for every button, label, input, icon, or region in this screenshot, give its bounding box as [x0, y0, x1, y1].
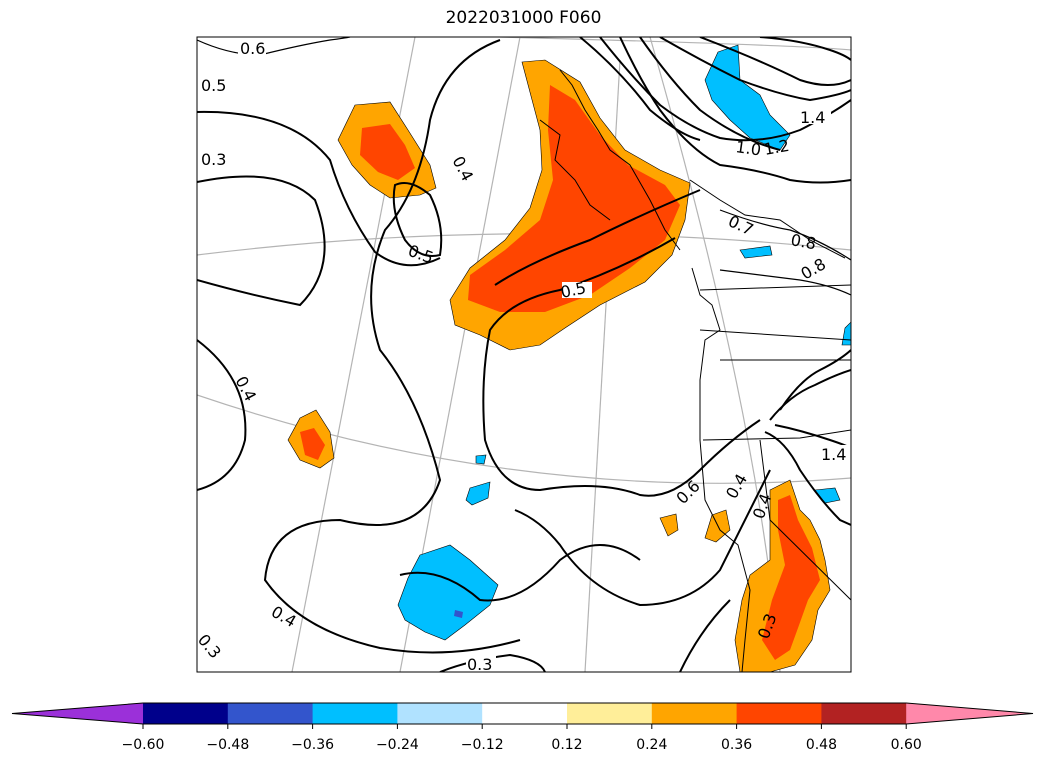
- contour-label: 0.3: [201, 150, 226, 169]
- contour-lines: [197, 37, 851, 672]
- colorbar-tick-label: 0.36: [721, 737, 752, 753]
- colorbar: −0.60 −0.48 −0.36 −0.24 −0.12 0.12 0.24 0.36 0.4…: [11, 702, 1034, 753]
- colorbar-segment: [567, 703, 653, 724]
- colorbar-segment: [651, 703, 738, 724]
- colorbar-tick-label: 0.24: [636, 737, 667, 753]
- colorbar-tick-label: 0.60: [891, 737, 922, 753]
- colorbar-tick-label: −0.24: [376, 737, 419, 753]
- colorbar-tick-label: −0.60: [122, 737, 165, 753]
- contour-label: 0.6: [240, 39, 265, 58]
- colorbar-tick-label: −0.36: [291, 737, 334, 753]
- contour-label: 1.0: [734, 137, 762, 159]
- contour-label: 0.8: [789, 230, 817, 253]
- colorbar-segment: [482, 703, 568, 724]
- contour-label: 0.5: [201, 76, 226, 95]
- colorbar-tick-label: 0.12: [551, 737, 582, 753]
- map-title: 2022031000 F060: [445, 8, 602, 28]
- colorbar-segment: [821, 703, 907, 724]
- contour-label: 1.4: [821, 445, 846, 464]
- colorbar-segment: [736, 703, 822, 724]
- contour-label: 1.2: [762, 136, 790, 159]
- colorbar-extend-high: [906, 703, 1033, 724]
- colorbar-tick-label: −0.48: [206, 737, 249, 753]
- map-frame: [196, 36, 852, 673]
- map-panel: 0.6 0.5 0.3 0.4 0.5 0.5 0.4 0.4 0.3 0.3 …: [197, 37, 851, 674]
- colorbar-segment: [227, 703, 314, 724]
- contour-label: 1.4: [800, 108, 825, 127]
- colorbar-segment: [397, 703, 483, 724]
- colorbar-segment: [312, 703, 398, 724]
- colorbar-segment: [143, 703, 229, 724]
- contour-label: 0.5: [559, 278, 588, 302]
- shaded-positive-regions: [287, 59, 831, 672]
- shaded-negative-regions: [397, 44, 851, 641]
- colorbar-extend-low: [12, 703, 143, 724]
- contour-label: 0.3: [467, 655, 492, 674]
- contour-lines-thin: [197, 37, 851, 296]
- colorbar-tick-label: 0.48: [806, 737, 837, 753]
- colorbar-tick-label: −0.12: [461, 737, 504, 753]
